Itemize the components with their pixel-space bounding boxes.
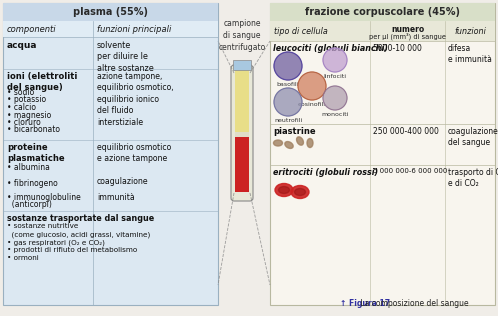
FancyBboxPatch shape [231,65,253,201]
Text: 250 000-400 000: 250 000-400 000 [373,127,439,136]
Ellipse shape [285,142,293,149]
Ellipse shape [294,189,305,196]
Text: • bicarbonato: • bicarbonato [7,125,60,135]
Bar [235,70,249,132]
Text: • cloruro: • cloruro [7,118,41,127]
Circle shape [323,86,347,110]
Text: piastrine: piastrine [273,127,316,136]
Text: • fibrinogeno: • fibrinogeno [7,179,58,188]
Circle shape [274,52,302,80]
Bar [270,21,495,41]
Bar [233,60,251,70]
Bar [235,137,249,192]
Ellipse shape [291,185,309,198]
Ellipse shape [297,137,303,145]
Ellipse shape [273,140,282,146]
Ellipse shape [275,184,293,197]
Text: • sodio: • sodio [7,88,34,97]
Text: funzioni: funzioni [454,27,486,35]
Text: • prodotti di rifiuto del metabolismo: • prodotti di rifiuto del metabolismo [7,247,137,253]
Text: eosinofili: eosinofili [298,102,326,107]
Text: frazione corpuscolare (45%): frazione corpuscolare (45%) [305,7,460,17]
Text: (come glucosio, acidi grassi, vitamine): (come glucosio, acidi grassi, vitamine) [7,231,150,238]
Text: per μl (mm³) di sangue: per μl (mm³) di sangue [369,32,446,40]
Ellipse shape [278,186,289,193]
Text: • immunoglobuline: • immunoglobuline [7,193,81,202]
Text: monociti: monociti [321,112,349,117]
Text: neutrofili: neutrofili [274,118,302,123]
Text: • albumina: • albumina [7,163,50,172]
Text: • sostanze nutritive: • sostanze nutritive [7,223,78,229]
Text: • potassio: • potassio [7,95,46,105]
Text: equilibrio osmotico
e azione tampone: equilibrio osmotico e azione tampone [97,143,171,163]
Bar [235,132,249,137]
Text: (anticorpi): (anticorpi) [7,200,52,209]
Ellipse shape [307,138,313,148]
Text: • ormoni: • ormoni [7,255,39,261]
Text: funzioni principali: funzioni principali [97,25,171,33]
Text: linfociti: linfociti [324,74,347,79]
Text: • gas respiratori (O₂ e CO₂): • gas respiratori (O₂ e CO₂) [7,239,105,246]
Text: immunità: immunità [97,193,135,202]
Text: trasporto di O₂
e di CO₂: trasporto di O₂ e di CO₂ [448,168,498,188]
Circle shape [274,88,302,116]
Bar [3,3,218,305]
Text: acqua: acqua [7,41,37,50]
Bar [3,3,218,21]
Text: difesa
e immunità: difesa e immunità [448,44,492,64]
Text: coagulazione
del sangue: coagulazione del sangue [448,127,498,148]
Text: tipo di cellula: tipo di cellula [274,27,328,35]
Text: coagulazione: coagulazione [97,177,148,186]
Text: numero: numero [391,25,424,34]
Circle shape [298,72,326,100]
Text: leucociti (globuli bianchi): leucociti (globuli bianchi) [273,44,388,53]
Bar [3,21,218,37]
Text: ↑ Figura 17: ↑ Figura 17 [340,299,390,308]
Circle shape [323,48,347,72]
Text: • magnesio: • magnesio [7,111,51,119]
Text: plasma (55%): plasma (55%) [73,7,148,17]
Text: solvente
per diluire le
altre sostanze: solvente per diluire le altre sostanze [97,41,154,73]
Text: sostanze trasportate dal sangue: sostanze trasportate dal sangue [7,214,154,223]
Text: La composizione del sangue: La composizione del sangue [358,299,469,308]
Bar [270,3,495,21]
Text: ioni (elettroliti
del sangue): ioni (elettroliti del sangue) [7,72,77,92]
Text: proteine
plasmatiche: proteine plasmatiche [7,143,65,163]
Text: campione
di sangue
centrifugato: campione di sangue centrifugato [219,19,265,52]
Text: 5 000 000-6 000 000: 5 000 000-6 000 000 [373,168,447,174]
Text: basofili: basofili [277,82,299,87]
Text: • calcio: • calcio [7,103,36,112]
Text: 5000-10 000: 5000-10 000 [373,44,422,53]
Text: azione tampone,
equilibrio osmotico,
equilibrio ionico
del fluido
interstiziale: azione tampone, equilibrio osmotico, equ… [97,72,174,127]
Bar [270,3,495,305]
Text: componenti: componenti [7,25,57,33]
Text: eritrociti (globuli rossi): eritrociti (globuli rossi) [273,168,378,177]
